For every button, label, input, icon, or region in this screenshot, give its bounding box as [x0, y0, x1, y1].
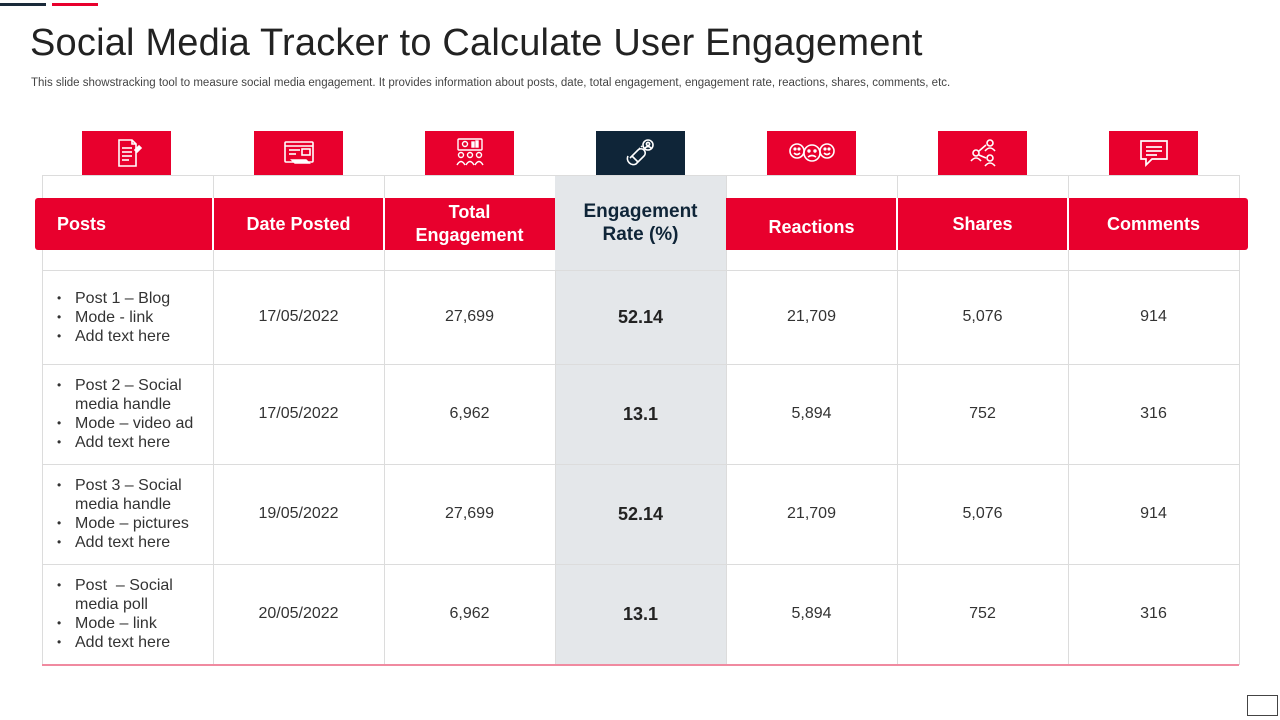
slide-subtitle: This slide showstracking tool to measure… — [31, 77, 951, 89]
grid-line — [213, 175, 214, 665]
grid-line — [555, 175, 556, 665]
row-4-comments: 316 — [1140, 605, 1167, 622]
slide-title: Social Media Tracker to Calculate User E… — [30, 22, 923, 64]
header-posts: Posts — [57, 213, 107, 234]
grid-line — [1068, 175, 1069, 665]
post-line: Post 3 – Social media handle — [57, 476, 213, 514]
group-meeting-icon — [425, 131, 514, 175]
post-line: Post 2 – Social media handle — [57, 376, 213, 414]
post-line: Add text here — [57, 533, 213, 552]
row-1-shares: 5,076 — [962, 308, 1003, 325]
emoji-faces-icon — [767, 131, 856, 175]
row-4-total-engagement: 6,962 — [449, 605, 490, 622]
post-line: Post – Social media poll — [57, 576, 213, 614]
table-bottom-border — [42, 664, 1239, 666]
share-network-icon — [938, 131, 1027, 175]
row-2-date: 17/05/2022 — [258, 405, 339, 422]
grid-line — [42, 175, 1239, 176]
table-row-1-post: Post 1 – Blog Mode - link Add text here — [42, 270, 213, 364]
row-3-reactions: 21,709 — [787, 505, 836, 522]
accent-line-red — [52, 3, 98, 6]
header-rate-line1: Engagement — [583, 201, 698, 222]
header-comments: Comments — [1106, 213, 1200, 234]
row-2-total-engagement: 6,962 — [449, 405, 490, 422]
grid-line — [384, 175, 385, 665]
header-total-engagement: Total Engagement — [384, 198, 555, 250]
header-total-line1: Total — [448, 202, 491, 222]
post-line: Mode - link — [57, 308, 170, 327]
table-row-3-post: Post 3 – Social media handle Mode – pict… — [42, 464, 213, 564]
row-1-comments: 914 — [1140, 308, 1167, 325]
row-2-comments: 316 — [1140, 405, 1167, 422]
row-3-total-engagement: 27,699 — [445, 505, 494, 522]
header-divider — [212, 198, 214, 250]
header-total-line2: Engagement — [415, 225, 524, 245]
row-4-engagement-rate: 13.1 — [622, 603, 659, 624]
grid-line — [897, 175, 898, 665]
post-line: Mode – pictures — [57, 514, 213, 533]
header-shares: Shares — [952, 213, 1013, 234]
row-1-reactions: 21,709 — [787, 308, 836, 325]
row-2-reactions: 5,894 — [791, 405, 832, 422]
post-line: Post 1 – Blog — [57, 289, 170, 308]
post-line: Add text here — [57, 433, 213, 452]
grid-line — [42, 564, 1239, 565]
row-3-engagement-rate: 52.14 — [617, 503, 664, 524]
grid-line — [42, 464, 1239, 465]
header-divider — [896, 198, 898, 250]
header-rate-line2: Rate (%) — [602, 224, 679, 245]
table-row-4-post: Post – Social media poll Mode – link Add… — [42, 564, 213, 664]
row-1-total-engagement: 27,699 — [445, 308, 494, 325]
document-icon — [82, 131, 171, 175]
grid-line — [42, 175, 43, 665]
row-3-shares: 5,076 — [962, 505, 1003, 522]
chat-bubble-icon — [1109, 131, 1198, 175]
row-4-reactions: 5,894 — [791, 605, 832, 622]
table-row-2-post: Post 2 – Social media handle Mode – vide… — [42, 364, 213, 464]
post-line: Add text here — [57, 327, 170, 346]
slide-corner-box — [1247, 695, 1278, 716]
post-line: Mode – link — [57, 614, 213, 633]
grid-line — [1239, 175, 1240, 665]
row-2-engagement-rate: 13.1 — [622, 403, 659, 424]
post-line: Add text here — [57, 633, 213, 652]
grid-line — [42, 364, 1239, 365]
row-4-date: 20/05/2022 — [258, 605, 339, 622]
row-1-date: 17/05/2022 — [258, 308, 339, 325]
header-divider — [1067, 198, 1069, 250]
grid-line — [42, 270, 1239, 271]
row-3-date: 19/05/2022 — [258, 505, 339, 522]
row-1-engagement-rate: 52.14 — [617, 306, 664, 327]
header-divider — [383, 198, 385, 250]
header-engagement-rate: Engagement Rate (%) — [555, 176, 726, 270]
row-4-shares: 752 — [969, 605, 996, 622]
magnet-user-icon — [596, 131, 685, 175]
row-3-comments: 914 — [1140, 505, 1167, 522]
post-line: Mode – video ad — [57, 414, 213, 433]
header-reactions: Reactions — [768, 216, 855, 237]
row-2-shares: 752 — [969, 405, 996, 422]
browser-form-icon — [254, 131, 343, 175]
header-date-posted: Date Posted — [246, 213, 351, 234]
accent-line-dark — [0, 3, 46, 6]
grid-line — [726, 175, 727, 665]
